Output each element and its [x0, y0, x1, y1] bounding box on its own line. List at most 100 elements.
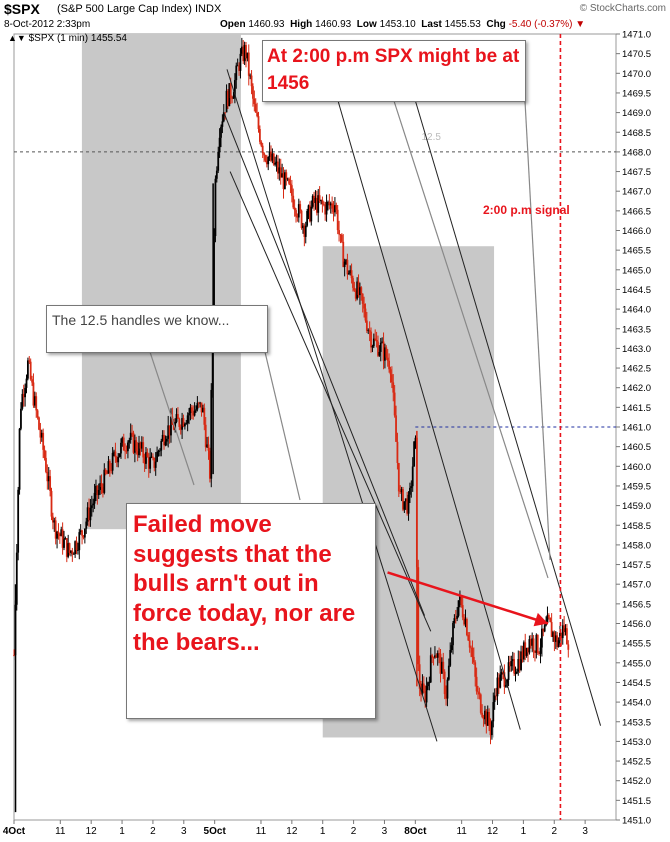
candle-body: [157, 451, 160, 452]
handles-callout-text: The 12.5 handles we know...: [52, 312, 230, 328]
candle-body: [432, 657, 435, 658]
candle-body: [395, 415, 397, 442]
candle-body: [45, 457, 47, 472]
candle-body: [245, 45, 247, 59]
candle-body: [267, 156, 270, 165]
candle-body: [436, 653, 439, 658]
candle-body: [552, 632, 554, 638]
candle-body: [78, 532, 81, 551]
candle-body: [318, 195, 321, 202]
candle-body: [546, 614, 549, 623]
candle-body: [385, 347, 388, 358]
candle-body: [125, 450, 128, 452]
candle-body: [528, 639, 531, 653]
candle-body: [527, 647, 529, 653]
candle-body: [121, 437, 124, 443]
candle-body: [320, 199, 322, 202]
candle-body: [324, 204, 327, 215]
candle-body: [63, 539, 65, 548]
candle-body: [449, 650, 452, 666]
candle-body: [521, 651, 524, 660]
candle-body: [452, 622, 454, 646]
candle-body: [459, 596, 461, 601]
candle-body: [414, 437, 417, 442]
y-tick-label: 1465.5: [622, 246, 651, 257]
candle-body: [425, 686, 428, 703]
candle-body: [15, 552, 18, 605]
candle-body: [514, 673, 517, 675]
y-tick-label: 1470.0: [622, 69, 651, 80]
y-tick-label: 1456.0: [622, 619, 651, 630]
candle-body: [518, 659, 521, 670]
candle-body: [153, 457, 156, 468]
candle-body: [382, 341, 385, 361]
candle-body: [154, 461, 157, 468]
candle-body: [328, 201, 331, 206]
y-tick-label: 1462.0: [622, 383, 651, 394]
candle-body: [49, 476, 52, 491]
candle-body: [542, 628, 545, 632]
candle-body: [520, 651, 522, 670]
candle-body: [97, 489, 100, 496]
candle-body: [182, 418, 185, 427]
candle-body: [485, 710, 488, 726]
candle-body: [110, 470, 113, 472]
candle-body: [289, 183, 292, 186]
candle-body: [363, 303, 365, 309]
candle-body: [365, 320, 368, 331]
candle-body: [21, 393, 24, 409]
x-tick-label: 4Oct: [3, 826, 26, 837]
candle-body: [339, 234, 342, 236]
candle-body: [26, 360, 29, 379]
candle-body: [136, 451, 139, 456]
trend-line: [328, 69, 521, 730]
candle-body: [285, 172, 288, 180]
index-name: (S&P 500 Large Cap Index) INDX: [57, 3, 222, 15]
candle-body: [563, 625, 566, 633]
candle-body: [357, 281, 360, 296]
candle-body: [190, 407, 193, 412]
candle-body: [71, 550, 74, 555]
candle-body: [495, 695, 497, 697]
candle-body: [345, 259, 347, 262]
candle-body: [278, 167, 281, 174]
candle-body: [336, 209, 339, 231]
candle-body: [218, 137, 221, 152]
candle-body: [231, 98, 234, 99]
candle-body: [297, 204, 300, 218]
candle-body: [174, 421, 177, 430]
candle-body: [129, 432, 132, 440]
candle-body: [252, 86, 254, 99]
candle-body: [199, 402, 202, 404]
candle-body: [186, 415, 189, 424]
candle-body: [529, 639, 532, 646]
candle-body: [327, 201, 329, 203]
candle-body: [146, 452, 149, 457]
candle-body: [179, 426, 182, 430]
open-value: 1460.93: [248, 19, 285, 30]
candle-body: [553, 632, 556, 642]
candle-body: [160, 440, 163, 451]
y-tick-label: 1455.5: [622, 639, 651, 650]
candle-body: [235, 65, 238, 81]
candle-body: [564, 628, 567, 633]
candle-body: [367, 330, 370, 332]
x-tick-label: 12: [86, 826, 98, 837]
candle-body: [124, 450, 127, 452]
x-tick-label: 3: [382, 826, 388, 837]
candle-body: [453, 618, 456, 623]
y-tick-label: 1451.5: [622, 796, 651, 807]
candle-body: [359, 287, 361, 296]
candle-body: [247, 52, 250, 76]
candle-body: [51, 516, 54, 523]
y-tick-label: 1466.0: [622, 226, 651, 237]
y-tick-label: 1464.5: [622, 285, 651, 296]
candle-body: [158, 450, 161, 452]
candle-body: [220, 126, 222, 138]
candle-body: [42, 432, 45, 450]
candle-body: [131, 432, 133, 434]
candle-body: [271, 153, 274, 161]
candle-body: [132, 432, 135, 453]
candle-body: [517, 659, 520, 672]
